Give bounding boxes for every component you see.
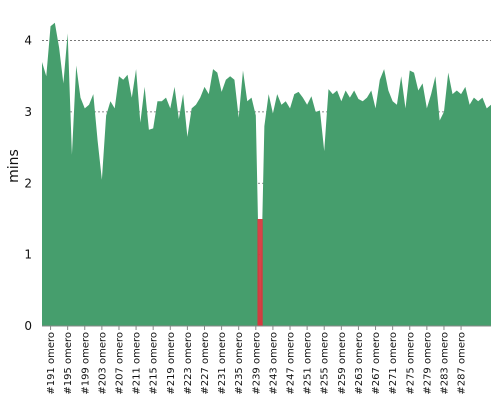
series-area — [42, 22, 491, 326]
x-tick-label: #211 omero — [132, 332, 143, 395]
x-tick-label: #231 omero — [217, 332, 228, 395]
x-tick-label: #203 omero — [97, 332, 108, 395]
x-tick-label: #271 omero — [388, 332, 399, 395]
x-tick-label: #219 omero — [166, 332, 177, 395]
x-tick-labels: #191 omero #195 omero #199 omero #203 omero… — [46, 326, 468, 395]
x-tick-label: #195 omero — [63, 332, 74, 395]
x-tick-label: #239 omero — [251, 332, 262, 395]
x-tick-label: #191 omero — [46, 332, 57, 395]
x-tick-label: #247 omero — [286, 332, 297, 395]
x-tick-label: #227 omero — [200, 332, 211, 395]
x-tick-label: #263 omero — [354, 332, 365, 395]
x-tick-label: #215 omero — [149, 332, 160, 395]
x-tick-label: #199 omero — [80, 332, 91, 395]
y-tick-label: 3 — [24, 105, 32, 119]
x-tick-label: #275 omero — [405, 332, 416, 395]
x-tick-label: #207 omero — [114, 332, 125, 395]
x-tick-label: #235 omero — [234, 332, 245, 395]
y-axis-label: mins — [6, 149, 22, 183]
x-tick-label: #287 omero — [457, 332, 468, 395]
highlight-failure-bar — [257, 218, 263, 326]
x-tick-label: #259 omero — [337, 332, 348, 395]
x-tick-label: #279 omero — [422, 332, 433, 395]
x-tick-label: #255 omero — [320, 332, 331, 395]
x-tick-label: #223 omero — [183, 332, 194, 395]
area-fill — [42, 22, 491, 326]
y-tick-label: 4 — [24, 34, 32, 48]
x-tick-label: #243 omero — [268, 332, 279, 395]
y-tick-labels: 0 1 2 3 4 — [24, 34, 32, 333]
y-tick-label: 2 — [24, 176, 32, 190]
x-tick-label: #251 omero — [303, 332, 314, 395]
x-tick-label: #267 omero — [371, 332, 382, 395]
y-tick-label: 0 — [24, 319, 32, 333]
x-tick-label: #283 omero — [439, 332, 450, 395]
y-tick-label: 1 — [24, 248, 32, 262]
